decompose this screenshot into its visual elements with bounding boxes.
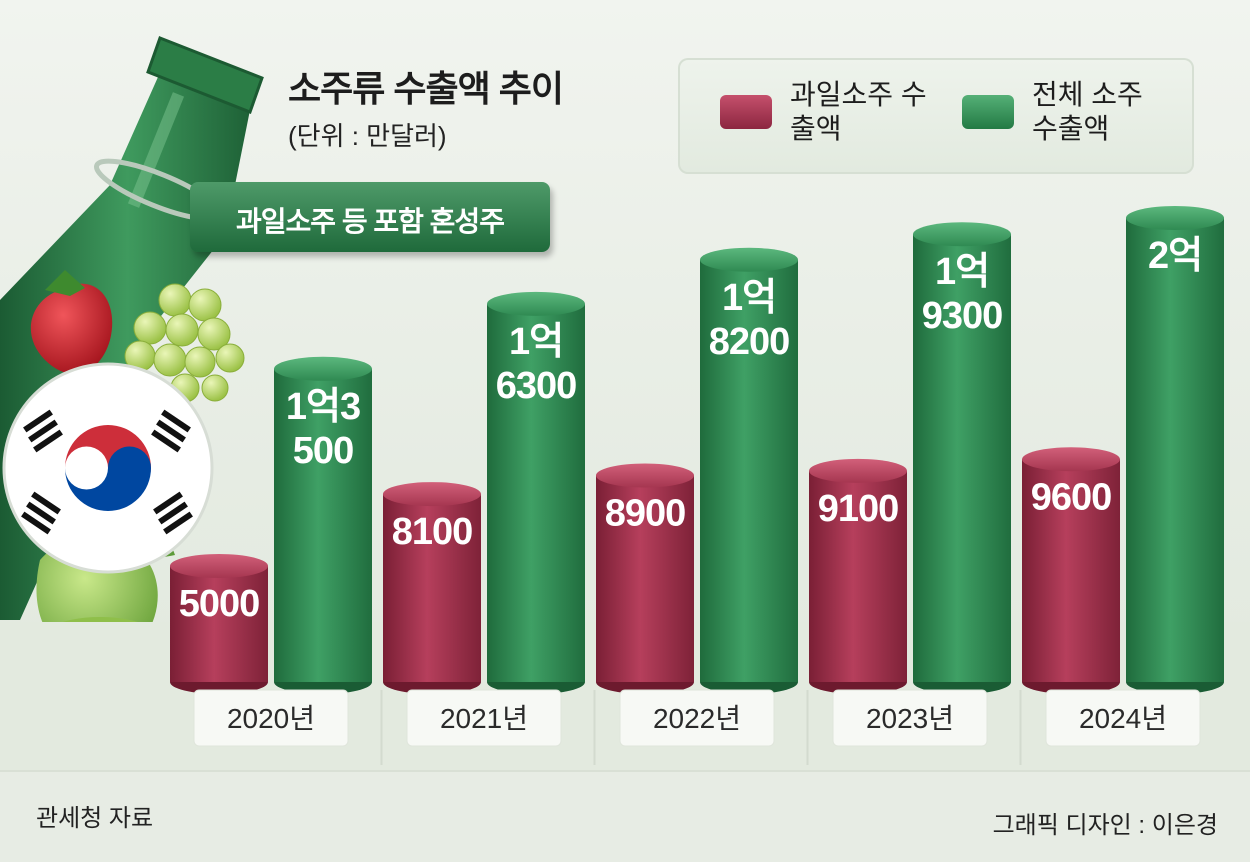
bar-body — [700, 259, 798, 682]
bar-cap — [170, 554, 268, 578]
data-label-total-1: 1억 6300 — [496, 321, 577, 407]
bar-body — [596, 475, 694, 682]
data-label-line: 8900 — [605, 493, 686, 535]
bar-cap — [274, 356, 372, 381]
design-credit: 그래픽 디자인 : 이은경 — [992, 812, 1218, 839]
data-label-fruit-1: 8100 — [392, 511, 473, 553]
bar-fruit-1 — [383, 482, 481, 694]
category-label-4: 2024년 — [1079, 703, 1167, 734]
bar-total-0 — [274, 356, 372, 694]
bar-fruit-4 — [1022, 447, 1120, 694]
data-label-line: 5000 — [179, 583, 260, 625]
data-label-total-0: 1억3 500 — [286, 386, 360, 472]
bar-body — [383, 494, 481, 682]
bar-total-1 — [487, 291, 585, 694]
data-label-total-3: 1억 9300 — [922, 251, 1003, 337]
bar-cap — [1126, 206, 1224, 230]
legend-item-total: 전체 소주 수출액 — [962, 78, 1172, 146]
category-box-4 — [1045, 689, 1201, 747]
category-axis: 2020년 2021년 2022년 2023년 2024년 — [193, 689, 1201, 765]
bar-body — [274, 368, 372, 682]
bottle-tag: 과일소주 등 포함 혼성주 — [190, 182, 550, 252]
category-box-1 — [406, 689, 562, 747]
data-label-line: 6300 — [496, 365, 577, 407]
data-label-line: 8200 — [709, 321, 790, 363]
bar-total-3 — [913, 222, 1011, 694]
bar-cap — [913, 222, 1011, 247]
bar-total-2 — [700, 247, 798, 694]
bar-cap — [809, 458, 907, 483]
bar-body — [913, 234, 1011, 683]
data-label-fruit-4: 9600 — [1031, 476, 1112, 518]
legend-item-fruit: 과일소주 수출액 — [720, 78, 930, 146]
footer-bar — [0, 770, 1250, 862]
data-label-line: 1억3 — [286, 386, 360, 428]
category-box-0 — [193, 689, 349, 747]
data-label-fruit-3: 9100 — [818, 488, 899, 530]
category-label-1: 2021년 — [440, 703, 528, 734]
data-label-line: 1억 — [722, 277, 776, 319]
bar-fruit-3 — [809, 458, 907, 694]
bar-body — [1126, 218, 1224, 682]
chart-title: 소주류 수출액 추이 — [288, 68, 564, 109]
bar-cap — [1022, 447, 1120, 472]
bar-fruit-2 — [596, 463, 694, 694]
category-label-3: 2023년 — [866, 703, 954, 734]
bottle-tag-text: 과일소주 등 포함 혼성주 — [236, 206, 505, 237]
bar-cap — [383, 482, 481, 507]
bar-fruit-0 — [170, 554, 268, 694]
bar-body — [809, 470, 907, 682]
bar-body — [1022, 459, 1120, 682]
unit-label: (단위 : 만달러) — [288, 121, 447, 151]
data-label-total-2: 1억 8200 — [709, 277, 790, 363]
bar-cap — [700, 247, 798, 272]
legend-label-total: 전체 소주 수출액 — [1032, 79, 1143, 144]
source-note: 관세청 자료 — [36, 805, 154, 832]
bar-body — [170, 566, 268, 682]
legend-swatch-total — [962, 95, 1014, 129]
bar-total-4 — [1126, 206, 1224, 694]
data-label-line: 9600 — [1031, 476, 1112, 518]
data-label-line: 9100 — [818, 488, 899, 530]
category-label-2: 2022년 — [653, 703, 741, 734]
data-label-fruit-2: 8900 — [605, 493, 686, 535]
data-label-total-4: 2억 — [1148, 235, 1202, 277]
category-label-0: 2020년 — [227, 703, 315, 734]
data-label-line: 500 — [293, 430, 353, 472]
data-label-line: 9300 — [922, 295, 1003, 337]
legend-swatch-fruit — [720, 95, 772, 129]
data-label-line: 1억 — [935, 251, 989, 293]
data-label-line: 2억 — [1148, 235, 1202, 277]
bar-cap — [596, 463, 694, 488]
data-label-line: 8100 — [392, 511, 473, 553]
korean-flag-icon — [2, 362, 214, 574]
legend-label-fruit: 과일소주 수출액 — [790, 79, 927, 144]
category-box-3 — [832, 689, 988, 747]
data-label-line: 1억 — [509, 321, 563, 363]
bar-cap — [487, 291, 585, 316]
legend: 과일소주 수출액 전체 소주 수출액 — [678, 58, 1194, 174]
data-label-fruit-0: 5000 — [179, 583, 260, 625]
category-box-2 — [619, 689, 775, 747]
bar-body — [487, 303, 585, 682]
